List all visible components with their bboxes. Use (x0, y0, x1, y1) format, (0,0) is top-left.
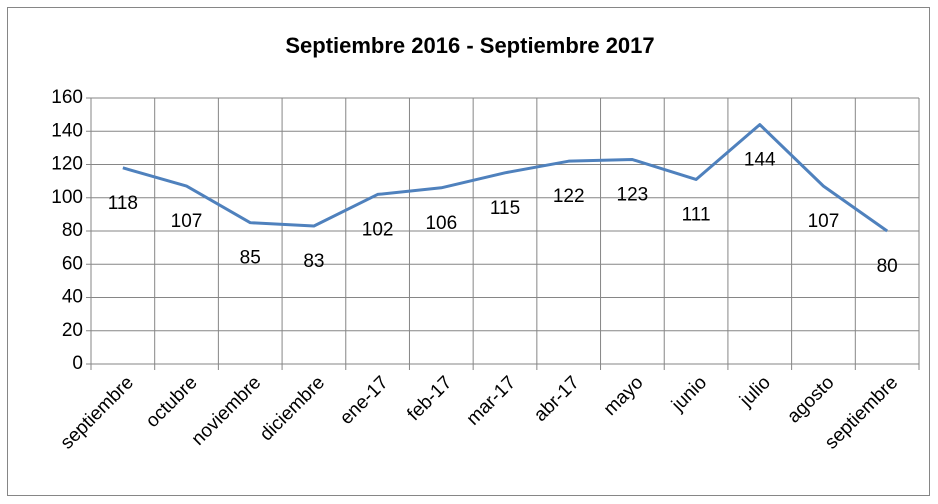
data-label: 106 (425, 213, 457, 234)
data-label: 122 (553, 186, 585, 207)
y-tick-label: 0 (72, 353, 83, 374)
y-tick-label: 140 (51, 120, 83, 141)
data-label: 115 (490, 198, 520, 219)
data-label: 118 (108, 193, 138, 214)
y-tick-label: 60 (62, 253, 83, 274)
data-label: 83 (303, 251, 324, 272)
chart-title: Septiembre 2016 - Septiembre 2017 (285, 33, 654, 58)
chart-border (7, 7, 930, 496)
y-tick-label: 40 (62, 287, 83, 308)
data-label: 80 (877, 256, 898, 277)
data-label: 102 (362, 219, 394, 240)
data-label: 144 (744, 150, 776, 171)
y-tick-label: 160 (51, 87, 83, 108)
data-label: 85 (240, 248, 261, 269)
data-label: 123 (617, 185, 649, 206)
data-line (122, 123, 889, 233)
y-tick-label: 80 (62, 220, 83, 241)
y-tick-label: 120 (51, 154, 83, 175)
data-label: 111 (682, 204, 711, 225)
y-tick-label: 20 (62, 320, 83, 341)
data-label: 107 (171, 211, 203, 232)
y-tick-label: 100 (51, 187, 83, 208)
data-label: 107 (808, 211, 840, 232)
